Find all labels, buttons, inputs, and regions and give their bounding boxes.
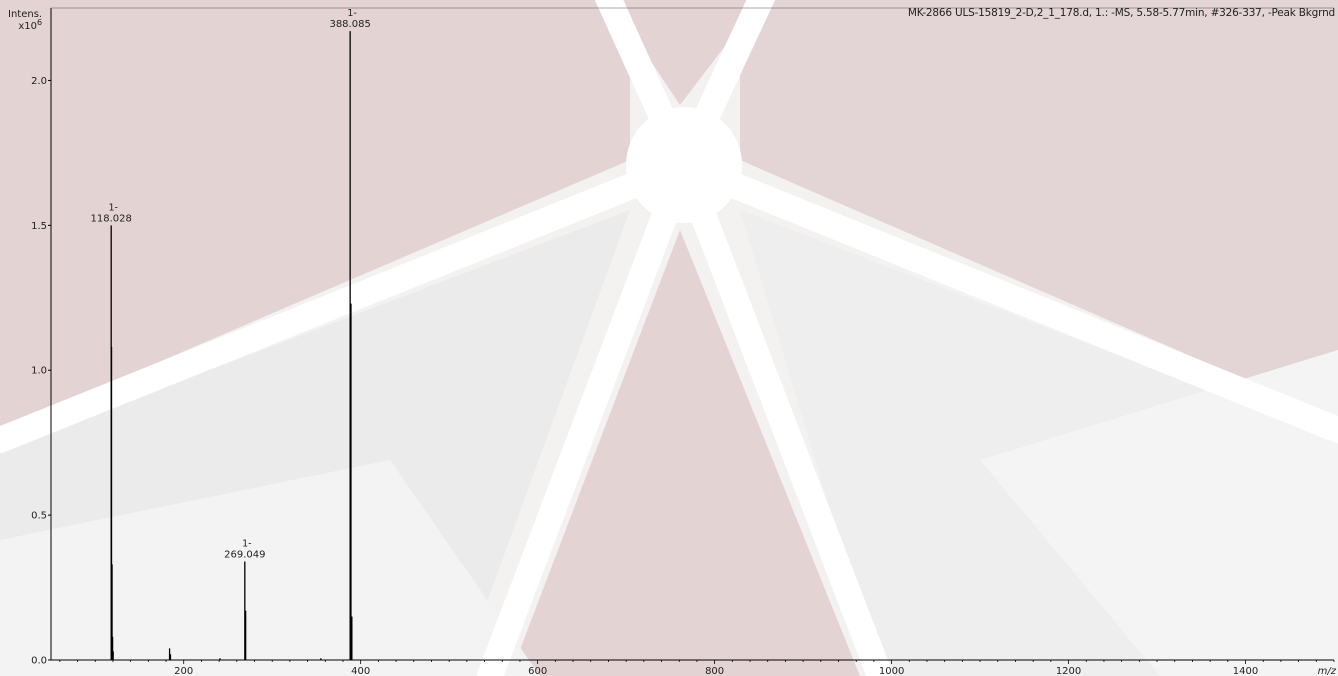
y-axis-unit: x106 bbox=[8, 18, 43, 33]
y-axis-title: Intens. x106 bbox=[8, 9, 42, 33]
y-tick-label: 2.0 bbox=[31, 76, 47, 87]
peak-charge-label: 1- bbox=[347, 8, 356, 19]
y-tick-label: 1.5 bbox=[31, 221, 47, 232]
x-tick-label: 1400 bbox=[1233, 666, 1258, 676]
y-tick-label: 0.0 bbox=[31, 656, 47, 667]
x-axis-label: m/z bbox=[1318, 666, 1337, 676]
x-tick-label: 400 bbox=[351, 666, 370, 676]
axes: 0.0 0.5 1.0 1.5 2.0 200 400 600 800 1000 1200 1400 m… bbox=[31, 7, 1337, 676]
y-tick-label: 1.0 bbox=[31, 366, 47, 377]
y-axis-unit-exponent: 6 bbox=[37, 18, 43, 27]
y-axis-label: Intens. bbox=[8, 9, 43, 20]
y-tick-label: 0.5 bbox=[31, 511, 47, 522]
y-axis-unit-prefix: x10 bbox=[18, 21, 37, 32]
x-tick-label: 600 bbox=[528, 666, 547, 676]
peak-charge-label: 1- bbox=[242, 538, 251, 549]
peaks bbox=[110, 31, 353, 660]
spectrum-info: MK-2866 ULS-15819_2-D,2_1_178.d, 1.: -MS… bbox=[907, 7, 1335, 19]
peak-charge-label: 1- bbox=[108, 202, 117, 213]
x-tick-label: 800 bbox=[705, 666, 724, 676]
x-tick-label: 200 bbox=[174, 666, 193, 676]
peak-mz-label: 118.028 bbox=[91, 213, 132, 224]
peak-mz-label: 269.049 bbox=[224, 549, 265, 560]
x-tick-label: 1000 bbox=[879, 666, 904, 676]
peak-mz-label: 388.085 bbox=[329, 19, 370, 30]
x-tick-label: 1200 bbox=[1056, 666, 1081, 676]
